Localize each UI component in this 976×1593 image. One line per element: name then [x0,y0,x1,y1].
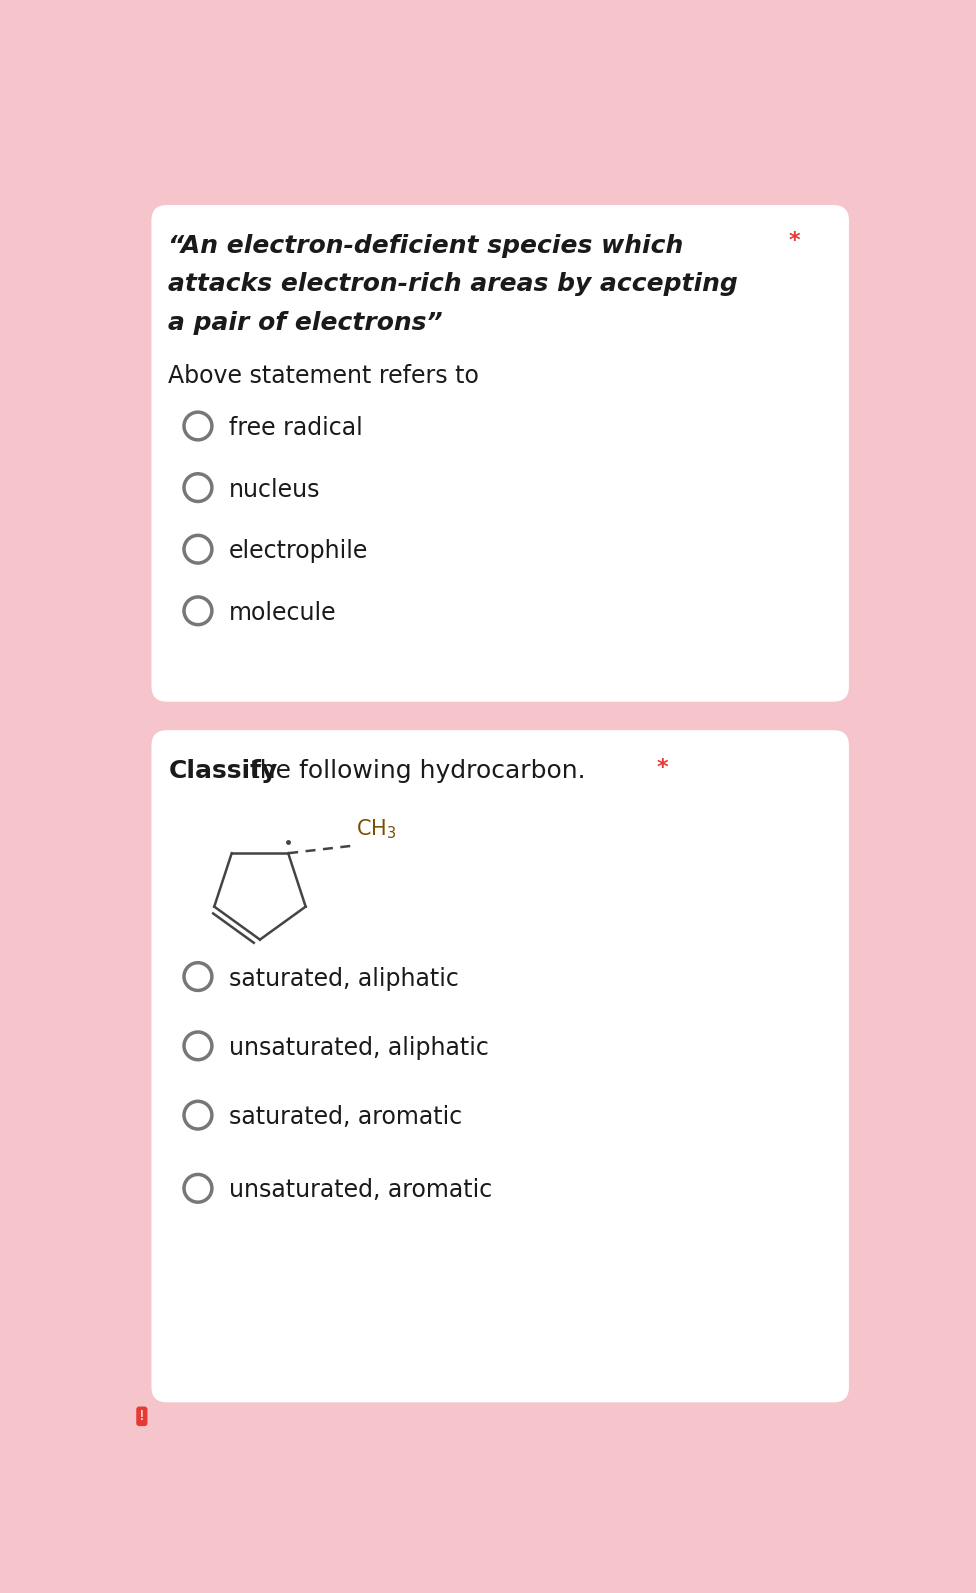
Text: “An electron-deficient species which: “An electron-deficient species which [169,234,684,258]
Text: CH$_3$: CH$_3$ [356,817,397,841]
Text: Classify: Classify [169,760,278,784]
Text: a pair of electrons”: a pair of electrons” [169,311,443,335]
Text: electrophile: electrophile [229,538,368,564]
Text: the following hydrocarbon.: the following hydrocarbon. [242,760,586,784]
Text: nucleus: nucleus [229,478,320,502]
Text: !: ! [139,1410,144,1423]
Text: unsaturated, aromatic: unsaturated, aromatic [229,1179,492,1203]
Text: saturated, aliphatic: saturated, aliphatic [229,967,459,991]
Text: *: * [657,758,669,777]
Text: attacks electron-rich areas by accepting: attacks electron-rich areas by accepting [169,272,738,296]
FancyBboxPatch shape [151,205,849,701]
Text: *: * [789,231,800,252]
Text: saturated, aromatic: saturated, aromatic [229,1106,463,1129]
FancyBboxPatch shape [151,730,849,1402]
Text: Above statement refers to: Above statement refers to [169,365,479,389]
Text: molecule: molecule [229,601,337,624]
Text: free radical: free radical [229,416,363,440]
Text: unsaturated, aliphatic: unsaturated, aliphatic [229,1035,489,1059]
